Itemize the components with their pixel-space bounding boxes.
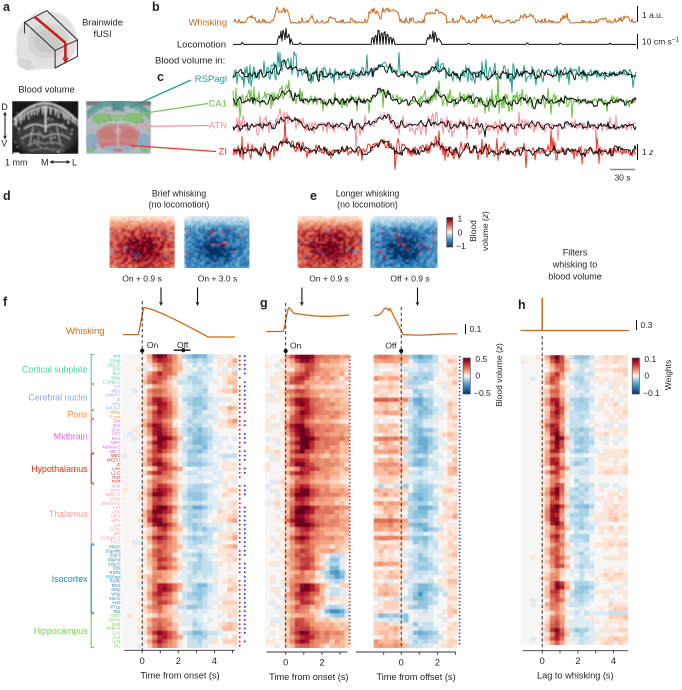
- svg-text:On + 0.9 s: On + 0.9 s: [309, 274, 348, 284]
- svg-text:Hypothalamus: Hypothalamus: [31, 464, 88, 474]
- svg-text:−1: −1: [456, 241, 466, 251]
- svg-text:On + 0.9 s: On + 0.9 s: [122, 274, 161, 284]
- svg-text:1 z: 1 z: [642, 147, 654, 157]
- svg-text:Pons: Pons: [67, 410, 88, 420]
- svg-text:Whisking: Whisking: [66, 326, 105, 337]
- svg-text:volume (z): volume (z): [480, 211, 490, 251]
- svg-text:DG: DG: [114, 643, 120, 648]
- svg-text:D: D: [1, 102, 8, 112]
- svg-text:fUSI: fUSI: [93, 29, 111, 39]
- svg-text:Hippocampus: Hippocampus: [34, 626, 88, 636]
- svg-text:Whisking: Whisking: [188, 18, 227, 29]
- svg-text:Thalamus: Thalamus: [49, 509, 88, 519]
- svg-text:ZI: ZI: [219, 147, 227, 158]
- svg-text:M: M: [41, 158, 49, 168]
- svg-text:Cortical subplate: Cortical subplate: [22, 364, 88, 374]
- svg-text:Locomotion: Locomotion: [177, 40, 226, 51]
- svg-text:L: L: [72, 158, 77, 168]
- svg-text:ATN: ATN: [209, 121, 227, 132]
- svg-text:Brainwide: Brainwide: [82, 18, 123, 28]
- svg-text:1 a.u.: 1 a.u.: [642, 10, 663, 20]
- svg-text:b: b: [152, 0, 160, 14]
- svg-text:Midbrain: Midbrain: [54, 431, 88, 441]
- svg-text:On + 3.0 s: On + 3.0 s: [198, 274, 237, 284]
- svg-text:4: 4: [212, 656, 217, 666]
- svg-text:h: h: [518, 298, 526, 312]
- svg-text:Time from onset (s): Time from onset (s): [140, 670, 219, 680]
- svg-text:1: 1: [458, 214, 463, 224]
- svg-text:1 mm: 1 mm: [5, 158, 28, 168]
- svg-text:30 s: 30 s: [614, 173, 630, 183]
- svg-text:Blood volume: Blood volume: [18, 85, 74, 95]
- svg-text:Longer whisking: Longer whisking: [336, 189, 400, 199]
- svg-text:(no locomotion): (no locomotion): [337, 200, 398, 210]
- svg-text:Filters: Filters: [563, 248, 588, 258]
- svg-text:Blood: Blood: [468, 220, 478, 242]
- svg-text:Brief whisking: Brief whisking: [152, 189, 206, 199]
- svg-text:RSPagl: RSPagl: [195, 74, 227, 85]
- svg-text:a: a: [3, 0, 11, 14]
- svg-text:blood volume: blood volume: [548, 272, 602, 282]
- svg-text:Cerebral nuclei: Cerebral nuclei: [28, 392, 87, 402]
- svg-text:whisking to: whisking to: [552, 260, 598, 270]
- svg-text:(no locomotion): (no locomotion): [149, 200, 210, 210]
- svg-text:On: On: [147, 340, 159, 350]
- svg-text:V: V: [1, 139, 7, 149]
- svg-text:Isocortex: Isocortex: [52, 574, 88, 584]
- svg-text:c: c: [157, 70, 164, 84]
- svg-text:Blood volume in:: Blood volume in:: [155, 56, 225, 67]
- svg-text:2: 2: [176, 656, 181, 666]
- svg-text:Off + 0.9 s: Off + 0.9 s: [390, 274, 429, 284]
- svg-text:e: e: [310, 189, 317, 203]
- svg-text:CA1: CA1: [209, 99, 227, 110]
- svg-text:Off: Off: [177, 340, 189, 350]
- svg-text:0: 0: [458, 228, 463, 238]
- svg-text:g: g: [260, 296, 268, 310]
- svg-text:0: 0: [140, 656, 145, 666]
- svg-text:d: d: [3, 189, 11, 203]
